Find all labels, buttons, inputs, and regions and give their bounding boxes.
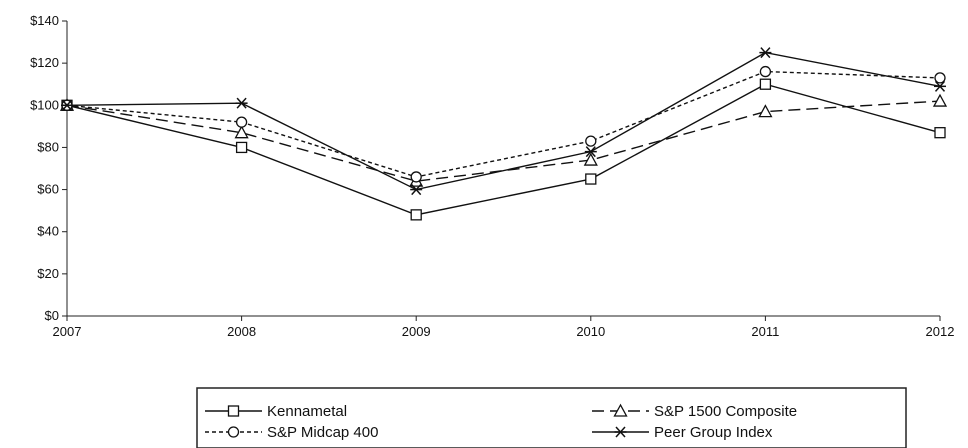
x-tick-label: 2009 [402, 324, 431, 339]
series-2-point [234, 125, 249, 139]
series-4-point [934, 80, 946, 92]
legend: Kennametal S&P 1500 Composite S&P Midcap 4… [196, 387, 907, 448]
series-line-1 [66, 83, 941, 216]
series-1-point [235, 141, 248, 154]
x-axis-ticks: 2007 2008 2009 2010 2011 2012 [53, 316, 955, 339]
series-3-point [759, 65, 772, 78]
legend-entry: Kennametal [205, 403, 347, 420]
chart-axes [66, 21, 940, 317]
legend-marker [227, 426, 240, 438]
x-tick-label: 2010 [576, 324, 605, 339]
series-line-4 [66, 51, 941, 191]
series-1-point [410, 209, 422, 221]
y-tick-label: $80 [37, 139, 59, 154]
x-tick-label: 2012 [926, 324, 955, 339]
legend-label: S&P 1500 Composite [654, 403, 797, 420]
y-tick-label: $60 [37, 182, 59, 197]
series-1-point [759, 78, 772, 90]
legend-label: Peer Group Index [654, 424, 773, 441]
series-layer [59, 47, 948, 221]
series-line-2 [66, 100, 941, 182]
series-3-point [235, 116, 248, 128]
y-tick-label: $140 [30, 13, 59, 28]
legend-entry: Peer Group Index [592, 424, 773, 441]
series-line-3 [66, 70, 941, 178]
legend-marker [613, 403, 628, 417]
series-1-point [934, 127, 946, 139]
series-4-point [410, 184, 423, 196]
series-3-point [585, 135, 597, 147]
series-1-point [585, 173, 597, 185]
legend-entry: S&P Midcap 400 [205, 424, 378, 441]
x-tick-label: 2011 [751, 324, 779, 339]
legend-marker [227, 405, 240, 417]
series-2-point [758, 104, 773, 118]
series-3-point [934, 72, 946, 84]
legend-entry: S&P 1500 Composite [592, 403, 797, 420]
y-tick-label: $20 [37, 266, 59, 281]
y-tick-label: $40 [37, 224, 59, 239]
y-tick-label: $0 [45, 308, 59, 323]
x-tick-label: 2008 [227, 324, 256, 339]
series-4-point [584, 146, 597, 158]
legend-label: S&P Midcap 400 [267, 424, 378, 441]
legend-box [196, 387, 907, 448]
series-2-point [583, 152, 598, 166]
y-tick-label: $120 [30, 55, 59, 70]
legend-marker [614, 426, 627, 438]
series-2-point [932, 93, 948, 107]
series-4-point [759, 47, 772, 59]
series-4-point [235, 97, 248, 109]
legend-label: Kennametal [267, 403, 347, 420]
y-tick-label: $100 [30, 97, 59, 112]
y-axis-ticks: $0 $20 $40 $60 $80 $100 $120 $140 [30, 13, 67, 323]
x-tick-label: 2007 [53, 324, 82, 339]
series-4-point [61, 99, 73, 111]
series-3-point [410, 171, 422, 183]
